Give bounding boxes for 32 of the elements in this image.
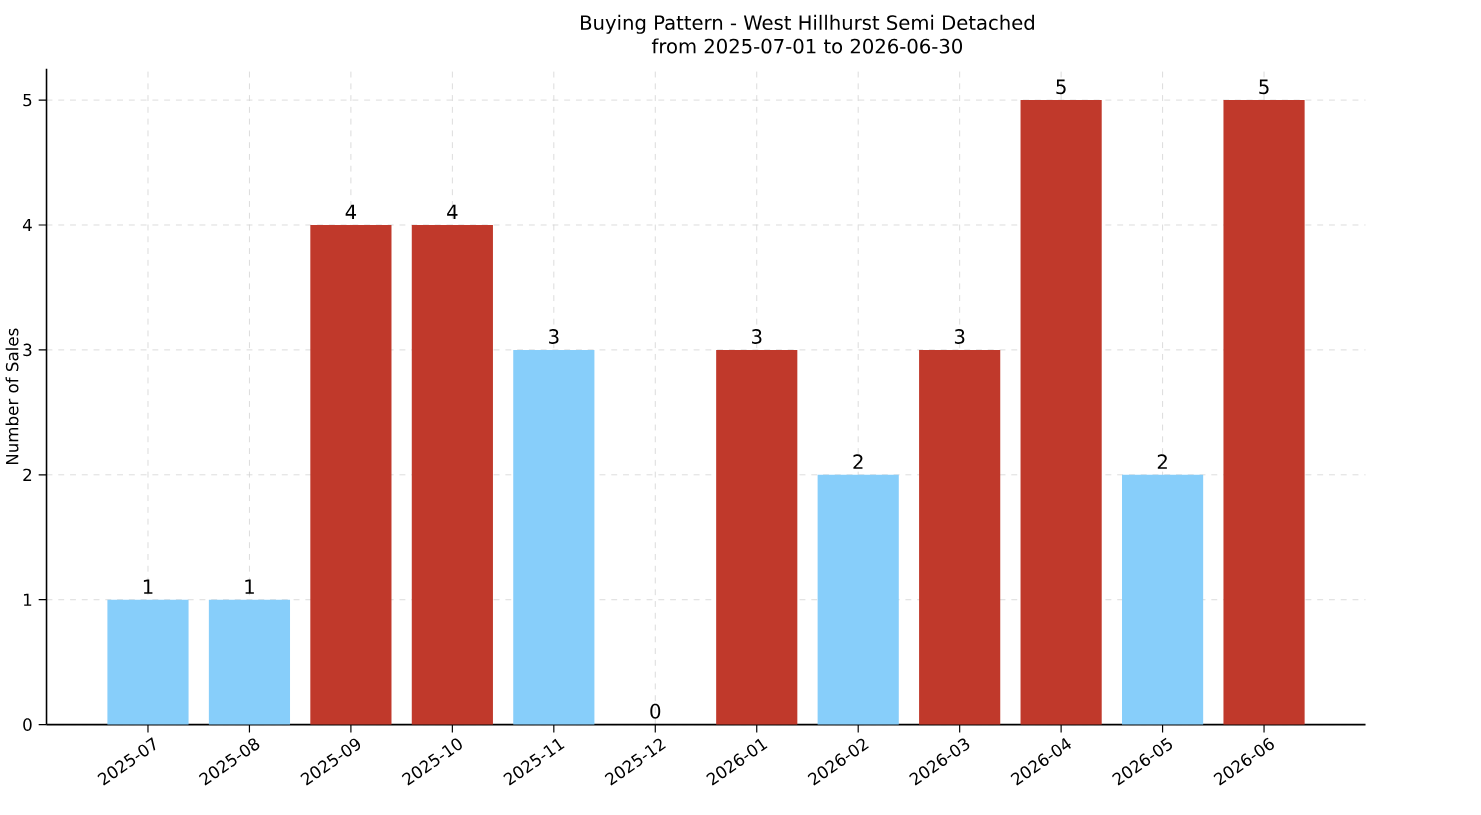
bar	[411, 224, 493, 725]
data-label: 0	[650, 703, 661, 719]
data-label: 1	[143, 579, 153, 594]
bar	[1223, 99, 1305, 725]
bar	[919, 349, 1001, 725]
bar	[107, 599, 189, 725]
bar	[716, 349, 798, 725]
data-label: 4	[447, 204, 458, 219]
data-label: 2	[853, 454, 863, 469]
data-label: 5	[1259, 79, 1269, 94]
chart-subtitle: from 2025-07-01 to 2026-06-30	[651, 38, 963, 54]
bar	[1122, 474, 1204, 725]
data-label: 3	[954, 328, 965, 344]
bar	[208, 599, 291, 725]
y-tick-label: 1	[23, 593, 32, 606]
data-label: 2	[1157, 454, 1167, 469]
data-label: 5	[1056, 79, 1066, 94]
y-tick-label: 0	[23, 718, 32, 731]
data-label: 4	[345, 204, 357, 219]
y-tick-label: 4	[22, 218, 32, 231]
chart-title: Buying Pattern - West Hillhurst Semi Detached	[581, 14, 1034, 34]
bar	[1020, 99, 1102, 725]
bar	[817, 474, 899, 725]
data-label: 3	[549, 328, 559, 344]
y-tick-label: 3	[23, 343, 32, 357]
y-tick-label: 5	[23, 93, 32, 107]
y-axis-title: Number of Sales	[5, 328, 19, 464]
data-label: 1	[245, 579, 254, 594]
bar	[513, 349, 595, 725]
bar	[310, 224, 392, 725]
y-tick-label: 2	[23, 468, 32, 481]
data-label: 3	[752, 328, 762, 344]
